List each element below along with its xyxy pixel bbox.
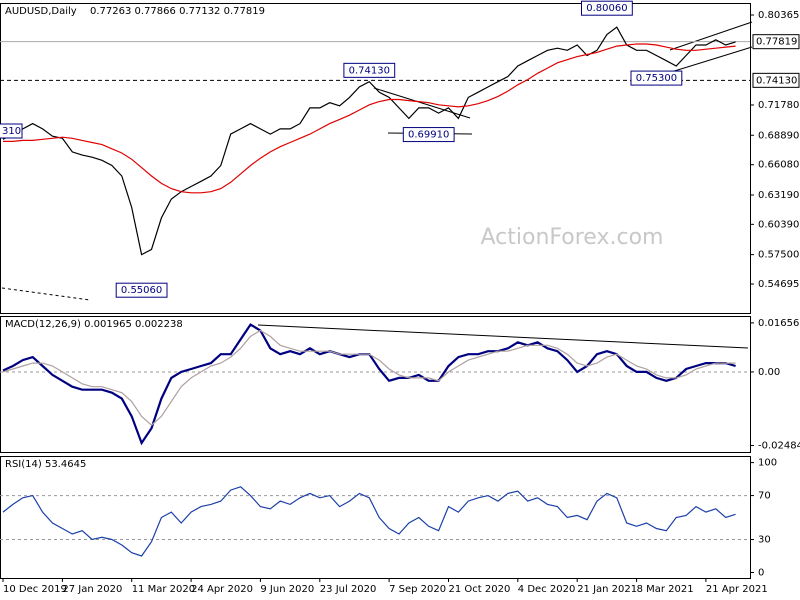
y-tick-label: 0.00 [758,367,780,378]
y-tick-label: 100 [758,458,777,469]
pane-frame [0,316,751,453]
annotation-label: 0.55060 [121,285,162,296]
y-tick-label: 0.71780 [758,100,799,111]
x-tick-label: 21 Oct 2020 [449,584,511,595]
x-tick-label: 9 Jun 2020 [260,584,314,595]
pane-title: RSI(14) 53.4645 [5,459,86,470]
y-tick-label: 0.80365 [758,10,799,21]
annotation-label: 0.69910 [408,130,449,141]
channel-bottom [667,46,753,74]
x-tick-label: 23 Jul 2020 [320,584,377,595]
y-tick-label: 0.016567 [758,318,800,329]
pane-title: MACD(12,26,9) 0.001965 0.002238 [5,319,183,330]
annotation-box [0,123,23,139]
price-label-box [752,72,800,88]
pane-title: AUDUSD,Daily [5,6,77,17]
annotation-box [115,282,168,298]
annotation-label: 0.74130 [349,65,390,76]
x-tick-label: 4 Dec 2020 [518,584,576,595]
price-label-box [752,34,800,50]
trendlines [1,21,753,349]
y-tick-label: 0.66080 [758,160,799,171]
annotation-label: 0.75300 [636,73,677,84]
watermark: ActionForex.com [481,225,664,250]
level-label: 0.74130 [756,75,797,86]
series-line [2,26,736,256]
annotation-box [630,70,683,86]
annotation-label: 310 [2,126,21,137]
series-line [2,329,736,427]
x-tick-label: 21 Apr 2021 [706,584,768,595]
y-tick-label: 70 [758,491,771,502]
annotation-box [402,127,455,143]
y-tick-label: 30 [758,535,771,546]
pane-frame [0,456,751,579]
series-line [3,43,736,194]
pane-frame [0,3,751,314]
y-tick-label: 0.60390 [758,219,799,230]
x-tick-label: 10 Dec 2019 [3,584,67,595]
x-tick-label: 7 Sep 2020 [389,584,446,595]
x-tick-label: 8 Mar 2021 [637,584,694,595]
y-tick-label: 0.54695 [758,279,799,290]
annotation-box [343,62,396,78]
annotation-box [581,0,633,16]
series-line [2,486,736,557]
y-tick-label: 0.57500 [758,250,799,261]
x-tick-label: 27 Jan 2020 [62,584,122,595]
channel-top [669,21,753,51]
pane-subtitle: 0.77263 0.77866 0.77132 0.77819 [90,6,265,17]
x-tick-label: 11 Mar 2020 [132,584,195,595]
y-tick-label: 0.63190 [758,190,799,201]
current-price-label: 0.77819 [756,37,797,48]
x-tick-label: 24 Apr 2020 [191,584,253,595]
macd-trendline [257,324,749,349]
y-tick-label: 0.68890 [758,130,799,141]
low-trendline [1,287,91,301]
annotation-label: 0.80060 [586,3,627,14]
x-tick-label: 21 Jan 2021 [577,584,637,595]
y-tick-label: 0 [758,568,764,579]
y-tick-label: -0.02484 [758,440,800,451]
